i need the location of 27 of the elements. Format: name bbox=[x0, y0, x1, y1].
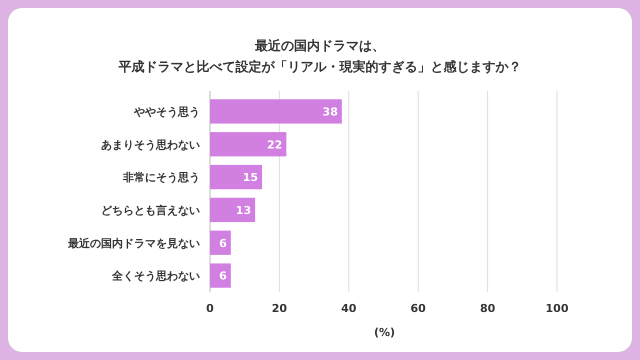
x-tick-label: 60 bbox=[410, 302, 426, 315]
y-tick-label: 非常にそう思う bbox=[122, 171, 200, 184]
data-label: 13 bbox=[236, 204, 252, 217]
data-label: 38 bbox=[322, 105, 338, 118]
y-tick-label: ややそう思う bbox=[133, 105, 200, 118]
bar bbox=[210, 263, 231, 288]
x-tick-label: 20 bbox=[272, 302, 288, 315]
data-label: 22 bbox=[267, 138, 282, 152]
chart-subtitle: 平成ドラマと比べて設定が「リアル・現実的すぎる」と感じますか？ bbox=[118, 59, 522, 75]
bar bbox=[210, 230, 231, 255]
data-label: 15 bbox=[242, 171, 258, 184]
y-tick-label: 最近の国内ドラマを見ない bbox=[67, 236, 200, 250]
bar bbox=[210, 132, 286, 156]
bar bbox=[210, 99, 342, 124]
data-label: 6 bbox=[219, 236, 228, 250]
x-tick-label: 0 bbox=[206, 302, 214, 315]
x-tick-label: 80 bbox=[480, 302, 496, 315]
bar bbox=[210, 164, 262, 190]
x-tick-label: 100 bbox=[546, 302, 569, 315]
y-tick-label: 全くそう思わない bbox=[111, 270, 200, 283]
x-axis-title: (%) bbox=[374, 326, 396, 339]
y-tick-label: どちらとも言えない bbox=[101, 204, 200, 217]
data-label: 6 bbox=[219, 270, 228, 283]
y-tick-label: あまりそう思わない bbox=[101, 138, 200, 152]
bar bbox=[210, 198, 256, 222]
chart-title: 最近の国内ドラマは、 bbox=[254, 38, 385, 54]
x-tick-label: 40 bbox=[341, 302, 357, 315]
